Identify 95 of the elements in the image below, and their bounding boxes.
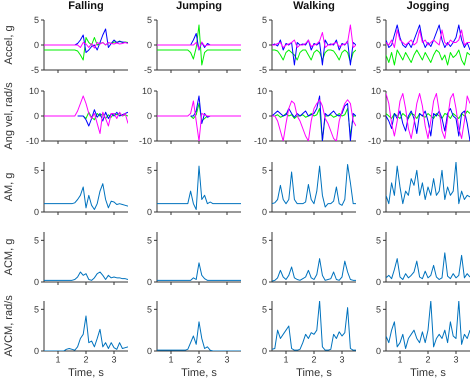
y-tick-label: -5 (30, 65, 39, 76)
y-tick-label: 0 (34, 111, 39, 122)
y-tick-label: 5 (146, 15, 152, 26)
y-tick-label: 0 (376, 111, 381, 122)
y-axis-title: ACM, g (3, 238, 15, 276)
line-series (386, 110, 470, 119)
x-tick-label: 2 (425, 354, 431, 364)
line-series (157, 24, 241, 66)
y-tick-label: 5 (262, 236, 267, 246)
chart-title: Falling (67, 0, 105, 12)
y-tick-label: 5 (34, 304, 39, 315)
line-series (44, 183, 128, 210)
line-series (190, 96, 211, 124)
y-axis-title: AM, g (3, 172, 15, 202)
y-tick-label: 5 (34, 15, 39, 26)
chart-title: Jumping (175, 0, 223, 12)
y-tick-label: 0 (262, 346, 267, 356)
x-tick-label: 2 (196, 354, 202, 364)
y-tick-label: 0 (34, 277, 39, 288)
y-tick-label: -5 (258, 65, 267, 76)
line-series (272, 50, 356, 63)
y-tick-label: 0 (262, 207, 267, 218)
y-tick-label: 10 (28, 86, 39, 96)
y-tick-label: 0 (34, 346, 39, 356)
y-tick-label: 5 (146, 236, 152, 246)
line-series (272, 24, 356, 48)
line-series (272, 40, 356, 66)
x-tick-label: 3 (111, 354, 117, 364)
y-tick-label: 0 (262, 111, 267, 122)
y-tick-label: 0 (146, 207, 152, 218)
y-tick-label: 5 (262, 166, 267, 176)
line-series (386, 50, 470, 66)
y-tick-label: 0 (146, 277, 152, 288)
y-tick-label: 0 (262, 277, 267, 288)
line-series (386, 93, 470, 139)
y-tick-label: 5 (376, 304, 381, 315)
line-series (77, 109, 128, 126)
y-tick-label: 0 (146, 40, 152, 50)
y-tick-label: -10 (368, 136, 381, 146)
chart-title: Jogging (406, 0, 450, 12)
y-tick-label: 5 (34, 236, 39, 246)
x-tick-label: 2 (311, 354, 317, 364)
x-tick-label: 1 (397, 354, 403, 364)
y-tick-label: -10 (138, 136, 152, 146)
y-axis-title: Ang vel, rad/s (3, 82, 15, 150)
y-tick-label: 10 (142, 86, 152, 96)
y-axis-title: Accel, g (3, 25, 15, 65)
x-tick-label: 1 (283, 354, 289, 364)
x-tick-label: 3 (453, 354, 459, 364)
line-series (272, 301, 356, 351)
line-series (157, 166, 241, 210)
line-series (272, 164, 356, 208)
x-tick-label: 2 (83, 354, 89, 364)
y-tick-label: 0 (34, 207, 39, 218)
y-tick-label: 5 (34, 166, 39, 176)
x-axis-title: Time, s (409, 367, 447, 379)
line-series (386, 252, 470, 280)
y-tick-label: 0 (376, 346, 381, 356)
y-tick-label: 0 (146, 111, 152, 122)
line-series (386, 301, 470, 349)
y-tick-label: 10 (370, 86, 381, 96)
y-tick-label: 0 (34, 40, 39, 50)
line-series (44, 96, 128, 134)
x-tick-label: 1 (55, 354, 61, 364)
y-tick-label: -5 (372, 65, 381, 76)
y-tick-label: 5 (146, 304, 152, 315)
line-series (386, 162, 470, 204)
y-tick-label: 10 (256, 86, 267, 96)
x-axis-title: Time, s (180, 367, 218, 379)
y-tick-label: -10 (254, 136, 267, 146)
y-axis-title: AVCM, rad/s (3, 295, 15, 357)
line-series (82, 112, 128, 120)
line-series (386, 24, 470, 50)
chart-title: Walking (292, 0, 336, 12)
y-tick-label: 0 (376, 277, 381, 288)
y-tick-label: 5 (146, 166, 152, 176)
x-tick-label: 3 (224, 354, 230, 364)
y-tick-label: 5 (376, 236, 381, 246)
y-tick-label: 5 (262, 304, 267, 315)
y-tick-label: -5 (144, 65, 152, 76)
y-tick-label: 0 (146, 346, 152, 356)
x-tick-label: 3 (339, 354, 345, 364)
y-tick-label: 0 (376, 40, 381, 50)
line-series (386, 30, 470, 48)
x-tick-label: 1 (168, 354, 174, 364)
y-tick-label: 0 (262, 40, 267, 50)
line-series (44, 37, 128, 60)
y-tick-label: 5 (376, 166, 381, 176)
line-series (157, 42, 241, 50)
y-tick-label: 5 (376, 15, 381, 26)
y-tick-label: 0 (376, 207, 381, 218)
x-axis-title: Time, s (295, 367, 333, 379)
y-tick-label: 5 (262, 15, 267, 26)
x-axis-title: Time, s (67, 367, 105, 379)
y-tick-label: -10 (26, 136, 39, 146)
